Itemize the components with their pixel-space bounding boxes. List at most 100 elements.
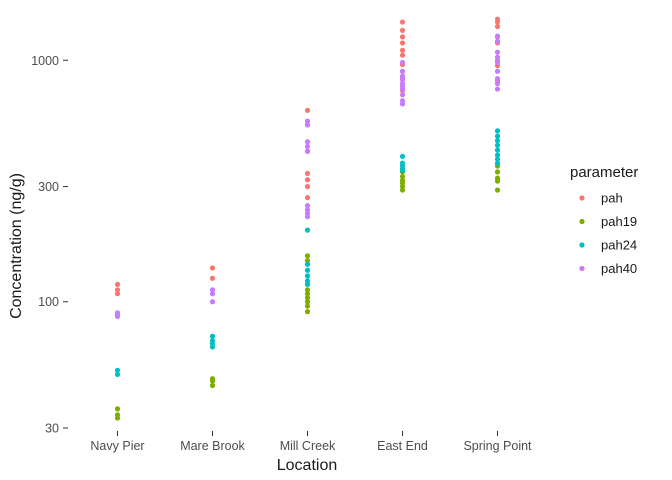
y-axis-title: Concentration (ng/g) (8, 173, 25, 319)
data-point-pah40 (114, 313, 121, 319)
data-point-pah40 (399, 77, 406, 83)
data-point-pah19 (304, 295, 311, 301)
data-point-pah (399, 27, 406, 33)
data-point-pah19 (114, 415, 121, 421)
data-point-pah40 (209, 287, 216, 293)
data-point-pah19 (494, 187, 501, 193)
data-point-pah40 (304, 203, 311, 209)
data-point-pah40 (494, 54, 501, 60)
data-point-pah40 (494, 86, 501, 92)
data-point-pah40 (209, 291, 216, 297)
data-point-pah (304, 194, 311, 201)
data-point-pah24 (494, 160, 501, 166)
legend-key-pah24 (579, 242, 585, 248)
data-point-pah40 (399, 68, 406, 74)
data-point-pah (399, 52, 406, 58)
data-point-pah40 (399, 73, 406, 79)
data-point-pah (494, 19, 501, 25)
data-point-pah24 (209, 333, 216, 339)
data-point-pah24 (304, 273, 311, 279)
legend-key-pah (579, 195, 585, 201)
data-point-pah24 (494, 128, 501, 134)
data-point-pah (114, 291, 121, 297)
y-tick-label: 30 (45, 422, 59, 436)
y-tick-label: 1000 (31, 54, 59, 68)
data-point-pah40 (399, 59, 406, 66)
data-point-pah (304, 183, 311, 190)
x-tick-label: Mare Brook (180, 439, 245, 453)
data-point-pah40 (304, 148, 311, 154)
data-point-pah40 (304, 118, 311, 124)
data-point-pah (304, 107, 311, 114)
data-point-pah (399, 47, 406, 53)
data-point-pah40 (399, 92, 406, 98)
data-point-pah19 (304, 287, 311, 293)
legend-label-pah40: pah40 (601, 261, 637, 276)
legend-label-pah: pah (601, 191, 623, 206)
legend-key-pah40 (579, 265, 585, 272)
data-point-pah24 (494, 133, 501, 139)
data-point-pah40 (494, 81, 501, 87)
data-point-pah (494, 23, 501, 30)
data-point-pah19 (304, 309, 311, 315)
x-tick-label: Mill Creek (280, 439, 336, 453)
data-point-pah (399, 19, 406, 25)
data-point-pah19 (304, 303, 311, 309)
data-point-pah40 (399, 86, 406, 92)
data-point-pah24 (304, 261, 311, 267)
data-point-pah (209, 275, 216, 281)
data-point-pah (399, 40, 406, 46)
data-point-pah19 (399, 173, 406, 180)
data-point-pah19 (209, 378, 216, 384)
data-point-pah19 (399, 183, 406, 190)
data-point-pah (114, 281, 121, 287)
data-point-pah24 (494, 142, 501, 148)
x-axis: Navy Pier Mare Brook Mill Creek East End Spr… (90, 431, 532, 453)
x-tick-label: Spring Point (463, 439, 532, 453)
data-point-pah24 (114, 371, 121, 378)
data-point-pah24 (399, 167, 406, 173)
data-point-pah24 (304, 281, 311, 287)
x-axis-title: Location (277, 457, 338, 474)
data-point-pah24 (114, 367, 121, 373)
data-point-pah40 (494, 38, 501, 44)
data-point-pah (114, 287, 121, 293)
y-axis: 30 100 300 1000 (31, 54, 68, 436)
data-point-pah40 (304, 122, 311, 128)
data-point-pah40 (494, 33, 501, 39)
data-point-pah40 (494, 59, 501, 66)
data-points (114, 16, 501, 421)
data-point-pah40 (304, 143, 311, 149)
data-point-pah24 (494, 156, 501, 162)
data-point-pah (399, 34, 406, 40)
data-point-pah19 (494, 178, 501, 184)
data-point-pah40 (304, 207, 311, 213)
y-tick-label: 300 (38, 180, 59, 194)
data-point-pah19 (304, 299, 311, 305)
data-point-pah24 (304, 267, 311, 273)
data-point-pah40 (494, 68, 501, 74)
data-point-pah (304, 177, 311, 183)
data-point-pah40 (494, 75, 501, 82)
data-point-pah24 (209, 344, 216, 350)
legend-label-pah24: pah24 (601, 238, 637, 253)
data-point-pah24 (494, 152, 501, 158)
data-point-pah (304, 170, 311, 177)
data-point-pah19 (399, 187, 406, 193)
data-point-pah19 (304, 253, 311, 259)
data-point-pah40 (209, 299, 216, 305)
x-tick-label: Navy Pier (90, 439, 144, 453)
data-point-pah19 (114, 406, 121, 412)
legend-label-pah19: pah19 (601, 214, 637, 229)
data-point-pah24 (304, 227, 311, 233)
data-point-pah24 (494, 137, 501, 144)
data-point-pah19 (304, 258, 311, 264)
legend: parameter pah pah19 pah24 pah40 (570, 164, 638, 276)
data-point-pah19 (304, 291, 311, 297)
y-tick-label: 100 (38, 295, 59, 309)
x-tick-label: East End (377, 439, 428, 453)
data-point-pah19 (494, 169, 501, 175)
data-point-pah40 (304, 214, 311, 220)
data-point-pah40 (494, 49, 501, 55)
